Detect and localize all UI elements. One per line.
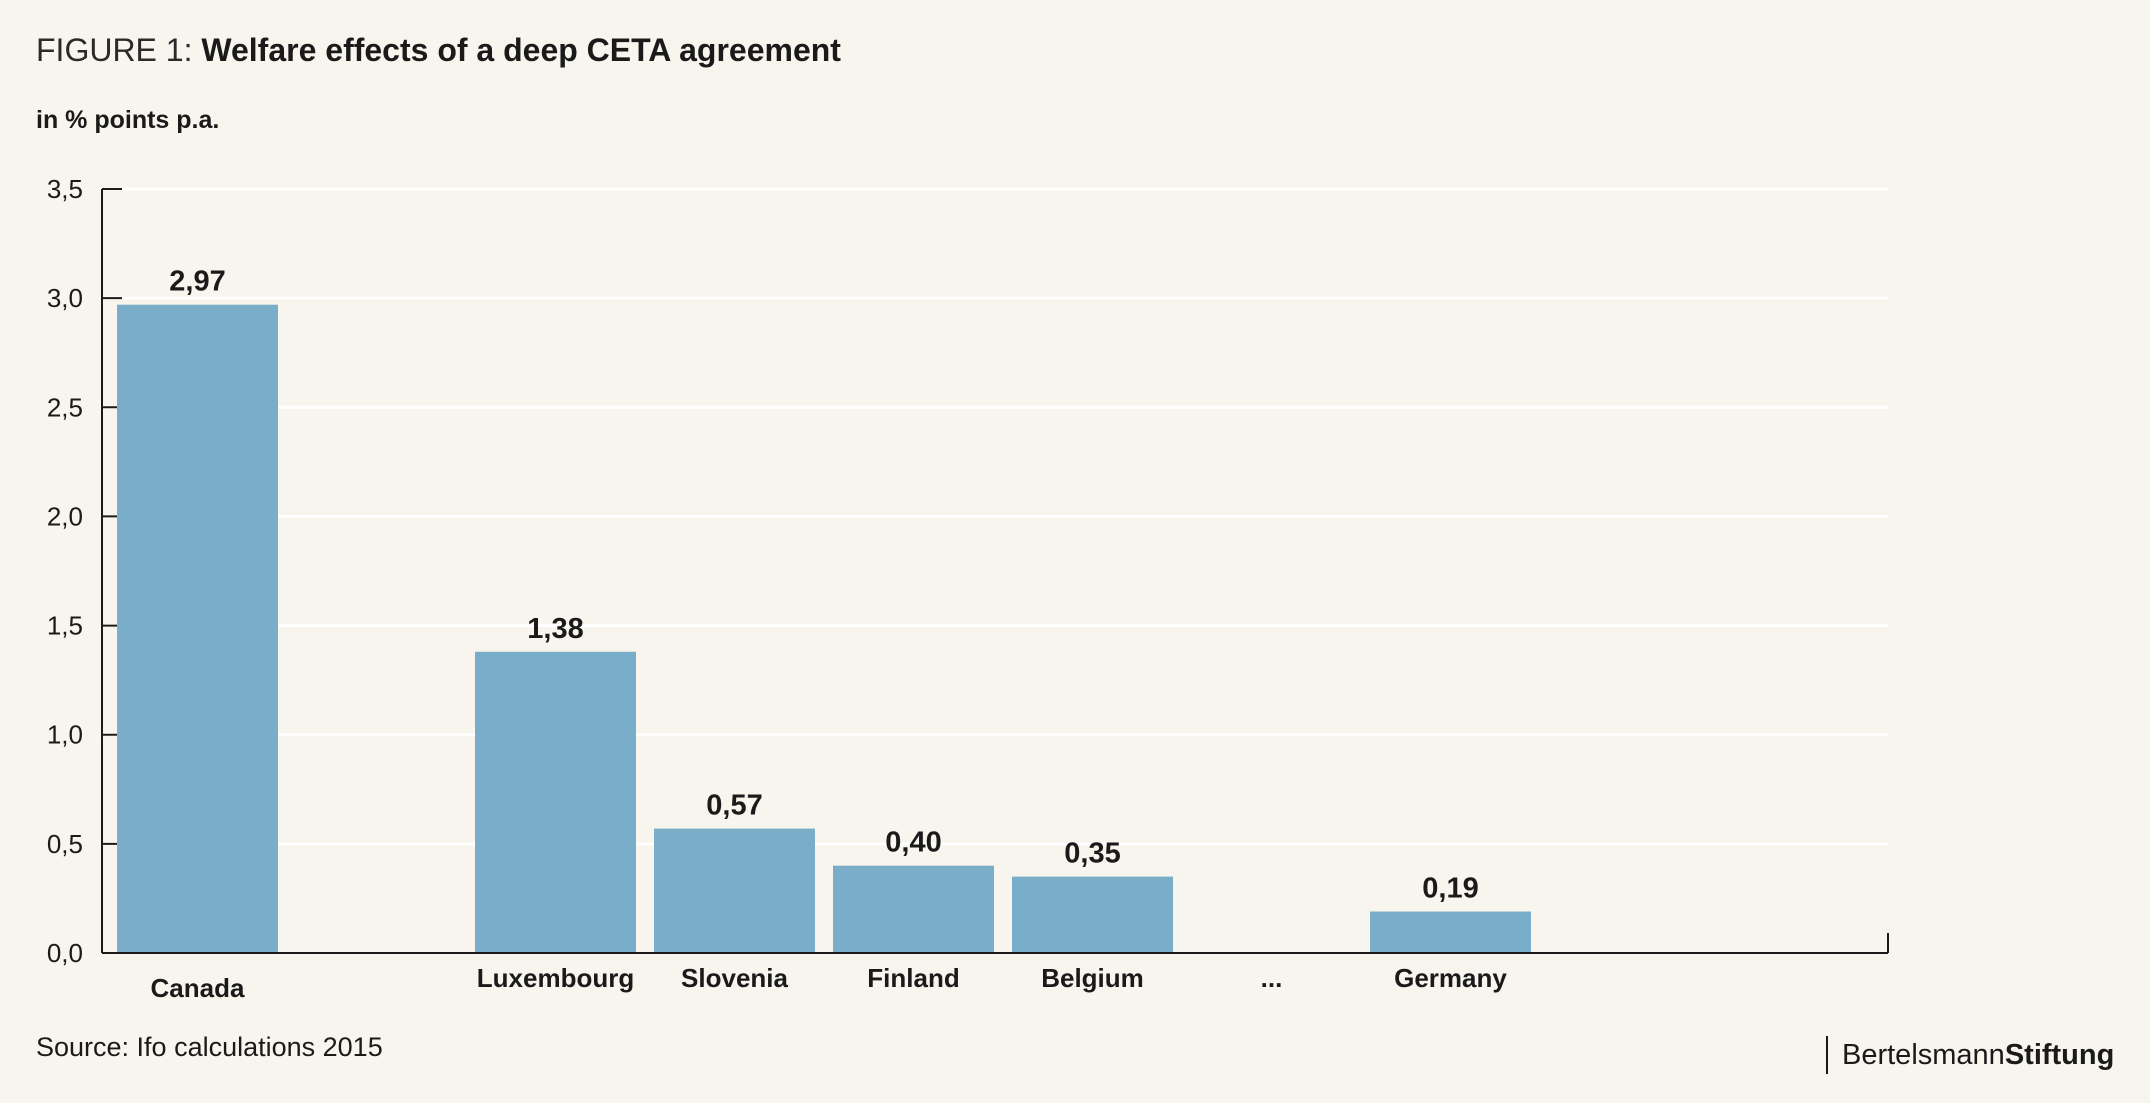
- y-tick-label: 0,0: [47, 938, 83, 968]
- y-tick-label: 0,5: [47, 829, 83, 859]
- chart-title: FIGURE 1: Welfare effects of a deep CETA…: [36, 30, 841, 70]
- bar-value-label: 0,40: [885, 827, 941, 859]
- bar: [475, 651, 636, 953]
- x-category-label: Canada: [151, 973, 245, 1003]
- y-tick-label: 2,0: [47, 501, 83, 531]
- x-category-label: Slovenia: [681, 963, 788, 993]
- bertelsmann-stiftung-logo: BertelsmannStiftung: [1826, 1036, 2114, 1074]
- title-main: Welfare effects of a deep CETA agreement: [201, 32, 841, 68]
- logo-regular: Bertelsmann: [1842, 1039, 2005, 1071]
- unit-label: in % points p.a.: [36, 106, 220, 134]
- x-category-label: Germany: [1394, 963, 1507, 993]
- y-tick-label: 3,0: [47, 283, 83, 313]
- source-note: Source: Ifo calculations 2015: [36, 1032, 383, 1062]
- x-category-label: Finland: [867, 963, 959, 993]
- bar: [1370, 911, 1531, 953]
- x-category-label: ...: [1261, 963, 1283, 993]
- bar-value-label: 0,19: [1422, 873, 1478, 905]
- y-tick-label: 3,5: [47, 174, 83, 204]
- bar-value-label: 2,97: [169, 266, 225, 298]
- y-tick-label: 1,5: [47, 611, 83, 641]
- x-category-label: Luxembourg: [477, 963, 634, 993]
- bar: [117, 304, 278, 954]
- x-category-label: Belgium: [1041, 963, 1144, 993]
- bar-value-label: 1,38: [527, 613, 583, 645]
- bar: [1012, 876, 1173, 953]
- bar: [833, 865, 994, 953]
- title-prefix: FIGURE 1:: [36, 32, 202, 68]
- logo-bold: Stiftung: [2004, 1039, 2115, 1071]
- bar-value-label: 0,57: [706, 790, 762, 822]
- y-tick-label: 1,0: [47, 720, 83, 750]
- bar: [654, 828, 815, 953]
- y-tick-label: 2,5: [47, 392, 83, 422]
- bar-value-label: 0,35: [1064, 838, 1120, 870]
